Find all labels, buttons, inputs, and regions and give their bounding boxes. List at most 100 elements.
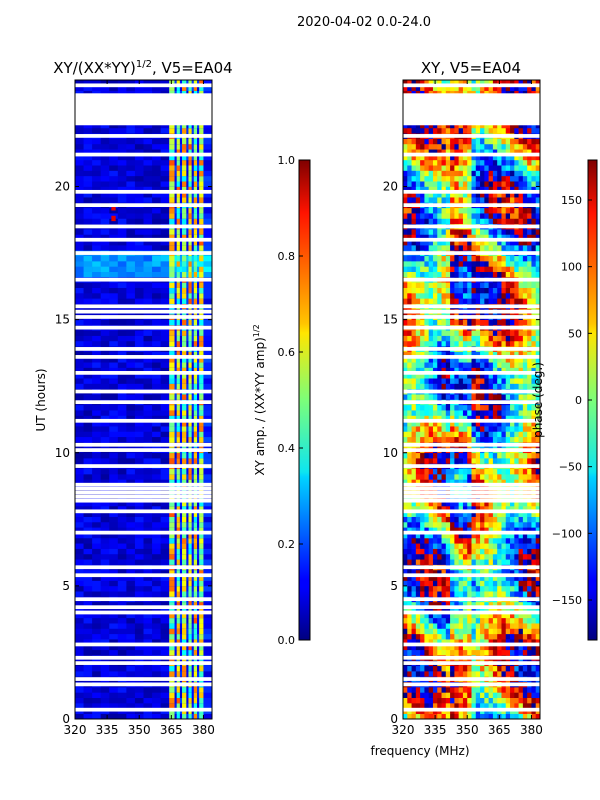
panel2-cell [535,687,540,693]
panel1-band-cell [199,452,204,459]
panel2-cell [471,356,477,363]
panel2-cell [514,713,519,719]
panel1-cell [109,500,119,507]
panel1-cell [109,633,119,640]
panel2-cell [450,367,455,374]
panel1-cell [134,458,144,464]
panel1-band-cell [188,127,192,134]
panel2-cell [488,580,494,587]
panel1-flagged-row [75,490,212,495]
panel2-cell [522,500,528,507]
panel2-cell [415,378,421,384]
panel1-cell [83,170,93,177]
panel1-cell [126,580,136,587]
panel2-cell [480,612,485,619]
panel1-cell [92,591,101,597]
panel1-band-cell [169,207,175,214]
panel1-band-cell [188,506,192,512]
panel1-cell [117,543,127,549]
panel1-cell [117,197,127,203]
panel1-cell [160,420,170,427]
panel2-cell [522,713,528,719]
panel1-cell [134,543,144,549]
panel2-cell [432,665,438,672]
panel2-cell [467,639,472,645]
panel2-cell [505,410,511,416]
panel1-cell [100,149,110,155]
panel1-cell [152,356,161,363]
panel2-cell [403,601,408,608]
panel2-cell [492,553,498,560]
panel1-band-cell [193,713,198,719]
panel2-cell [432,511,438,517]
panel1-band-cell [169,271,175,278]
panel2-cell [518,356,524,363]
panel2-cell [445,404,451,411]
panel1-cell [75,687,84,693]
panel1-band-cell [182,261,187,267]
panel2-cell [535,665,540,672]
panel2-cell [450,537,455,544]
panel2-cell [467,452,472,459]
panel1-band-cell [193,271,198,278]
panel1-cell [92,362,101,368]
panel1-band-cell [188,474,192,480]
panel2-cell [458,410,464,416]
panel1-band-cell [176,548,180,555]
panel1-band-cell [176,569,180,576]
panel2-cell [514,410,519,416]
panel1-cell [109,80,119,86]
panel2-cell [424,452,429,459]
panel1-cell [117,532,127,539]
panel2-cell [458,575,464,581]
panel1-cell [203,537,212,544]
panel1-cell [83,687,93,693]
panel1-band-cell [199,474,204,480]
panel2-cell [492,394,498,400]
panel2-cell [518,458,524,464]
panel1-cell [75,452,84,459]
panel2-cell [454,527,459,533]
panel1-band-cell [176,585,180,592]
panel2-cell [518,532,524,539]
panel1-cell [100,553,110,560]
panel2-cell [437,612,442,619]
panel2-cell [480,426,485,432]
panel1-cell [126,282,136,288]
panel2-cell [432,500,438,507]
panel1-cell [152,159,161,166]
panel1-band-cell [182,287,187,294]
panel2-cell [480,644,485,651]
panel1-cell [117,474,127,480]
panel1-band-cell [199,431,204,438]
panel1-cell [160,261,170,267]
panel2-cell [501,351,507,358]
panel1-band-cell [199,383,204,390]
panel2-cell [488,697,494,704]
panel2-cell [437,623,442,629]
panel2-cell [531,713,537,719]
panel2-cell [522,532,528,539]
panel2-cell [415,351,421,358]
panel1-cell [100,319,110,326]
panel2-cell [480,452,485,459]
panel2-cell [501,628,507,635]
panel1-cell [92,458,101,464]
panel2-cell [407,383,412,390]
panel2-cell [454,500,459,507]
panel2-cell [441,410,447,416]
panel2-cell [428,511,434,517]
panel1-flagged-row [75,597,212,602]
panel2-cell [480,521,485,528]
panel1-cell [160,436,170,443]
panel2-cell [492,617,498,624]
panel2-cell [497,639,502,645]
panel2-cell [492,575,498,581]
panel2-cell [492,612,498,619]
panel2-cell [531,639,537,645]
panel1-band-cell [188,394,192,400]
panel2-cell [531,607,537,613]
panel1-band-cell [199,154,204,161]
panel2-cell [488,665,494,672]
panel2-cell [501,415,507,422]
